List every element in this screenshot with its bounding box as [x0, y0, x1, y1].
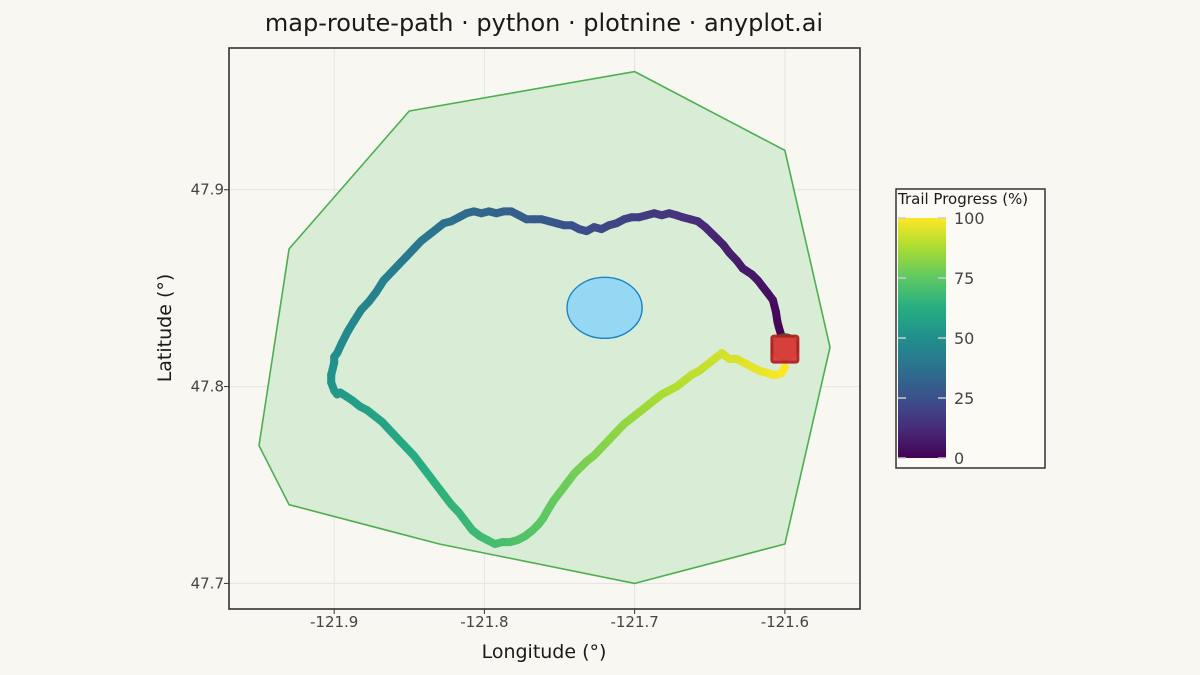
x-axis: -121.9 -121.8 -121.7 -121.6 — [310, 609, 809, 631]
x-tick-label: -121.6 — [761, 613, 809, 631]
end-marker — [770, 334, 800, 364]
colorbar-tick-label: 50 — [954, 329, 974, 348]
colorbar-tick-label: 75 — [954, 269, 974, 288]
y-tick-label: 47.7 — [191, 574, 224, 592]
x-axis-label: Longitude (°) — [482, 641, 607, 663]
colorbar-tick-label: 25 — [954, 389, 974, 408]
colorbar-ticks: 0 25 50 75 100 — [898, 209, 985, 468]
y-tick-label: 47.9 — [191, 181, 224, 199]
park-boundary-area — [258, 70, 831, 585]
colorbar-tick-label: 100 — [954, 209, 985, 228]
chart-title: map-route-path · python · plotnine · any… — [265, 9, 823, 37]
x-tick-label: -121.9 — [310, 613, 358, 631]
x-tick-label: -121.7 — [610, 613, 658, 631]
route-segment — [777, 362, 789, 377]
plot-border — [228, 47, 861, 610]
y-axis: 47.7 47.8 47.9 — [191, 181, 229, 592]
legend-title: Trail Progress (%) — [897, 190, 1028, 208]
colorbar-tick-label: 0 — [954, 449, 964, 468]
y-axis-label: Latitude (°) — [154, 274, 176, 383]
plot-layer — [258, 70, 831, 585]
lake-area — [566, 276, 643, 340]
x-tick-label: -121.8 — [460, 613, 508, 631]
y-tick-label: 47.8 — [191, 378, 224, 396]
colorbar-legend: Trail Progress (%) 0 25 50 75 100 — [895, 188, 1046, 469]
